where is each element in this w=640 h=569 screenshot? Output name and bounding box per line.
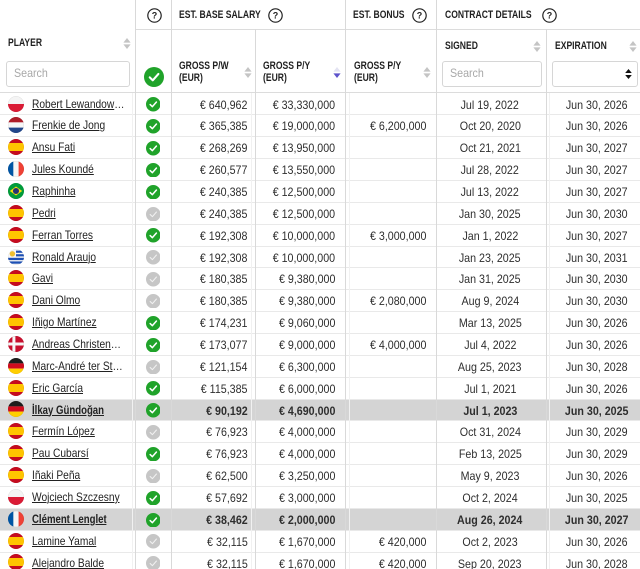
svg-text:?: ? [152, 10, 158, 20]
svg-text:?: ? [546, 10, 552, 20]
svg-text:?: ? [273, 10, 279, 20]
svg-text:?: ? [417, 10, 423, 20]
